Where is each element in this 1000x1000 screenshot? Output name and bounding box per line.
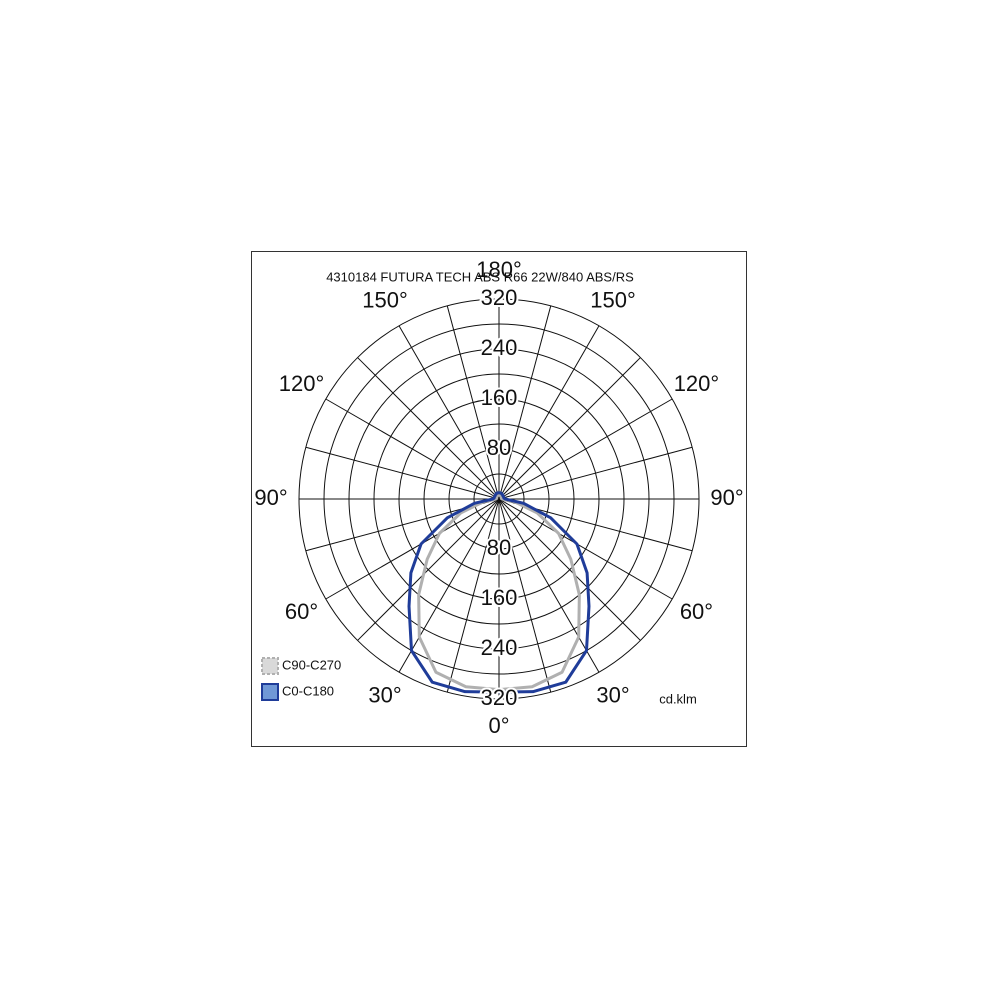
- spoke: [325, 398, 500, 500]
- angle-label: 180°: [476, 257, 522, 282]
- chart-title: 4310184 FUTURA TECH ABS R66 22W/840 ABS/…: [326, 269, 634, 284]
- spoke: [498, 325, 600, 500]
- r-tick-label: 240: [481, 335, 518, 360]
- intensity-curve: [417, 493, 500, 692]
- unit-label: cd.klm: [659, 691, 697, 706]
- angle-label: 60°: [285, 599, 318, 624]
- spoke: [498, 446, 693, 500]
- angle-label: 150°: [362, 287, 408, 312]
- spoke: [498, 498, 673, 600]
- legend-swatch: [261, 657, 279, 675]
- angle-label: 30°: [596, 682, 629, 707]
- r-tick-label: 160: [481, 585, 518, 610]
- angle-label: 30°: [368, 682, 401, 707]
- legend-swatch: [261, 683, 279, 701]
- spoke: [357, 498, 500, 641]
- spoke: [305, 446, 500, 500]
- legend: C90-C270 C0-C180: [261, 657, 341, 701]
- intensity-curve: [498, 493, 581, 692]
- r-tick-label: 320: [481, 285, 518, 310]
- r-tick-label: 320: [481, 685, 518, 710]
- r-tick-label: 80: [487, 535, 511, 560]
- r-tick-label: 240: [481, 635, 518, 660]
- spoke: [498, 398, 673, 500]
- r-tick-label: 80: [487, 435, 511, 460]
- angle-label: 60°: [680, 599, 713, 624]
- spoke: [498, 498, 600, 673]
- angle-label: 150°: [590, 287, 636, 312]
- spoke: [398, 325, 500, 500]
- polar-grid: [298, 298, 700, 700]
- intensity-curve: [498, 491, 591, 694]
- legend-label: C90-C270: [282, 657, 341, 672]
- angle-label: 120°: [674, 371, 720, 396]
- legend-label: C0-C180: [282, 683, 334, 698]
- curves: [407, 491, 591, 694]
- spoke: [498, 498, 641, 641]
- spoke: [357, 357, 500, 500]
- spoke: [398, 498, 500, 673]
- labels: 80 80 160 160 240 240 320 320 0° 30° 30° 60° 60° 90° 9…: [252, 255, 745, 740]
- angle-label: 90°: [710, 485, 743, 510]
- angle-label: 120°: [279, 371, 325, 396]
- spoke: [446, 498, 500, 693]
- angle-label: 90°: [254, 485, 287, 510]
- r-tick-label: 160: [481, 385, 518, 410]
- spoke: [325, 498, 500, 600]
- spoke: [498, 498, 552, 693]
- intensity-curve: [407, 491, 500, 694]
- spoke: [498, 357, 641, 500]
- spoke: [446, 305, 500, 500]
- angle-label: 0°: [488, 713, 509, 738]
- spoke: [498, 305, 552, 500]
